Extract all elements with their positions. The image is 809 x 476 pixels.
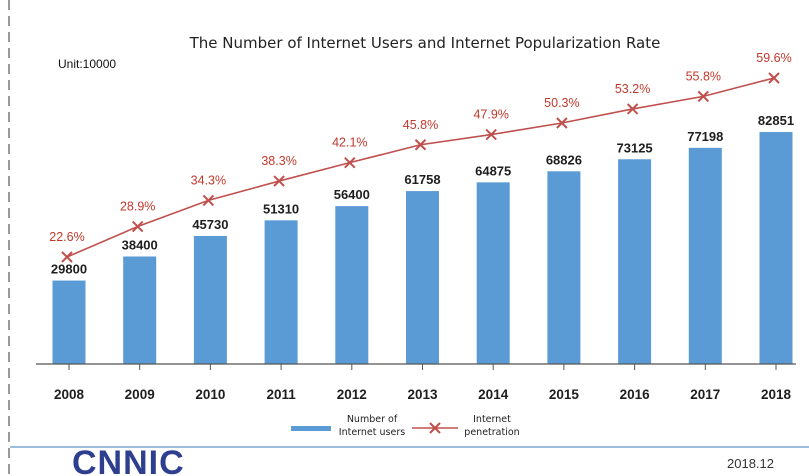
legend-users-swatch <box>291 426 331 431</box>
x-tick-label: 2013 <box>407 387 438 402</box>
rate-point-2009 <box>131 220 144 233</box>
bar-value-label: 73125 <box>617 140 653 155</box>
legend-users-line2: Internet users <box>339 427 405 438</box>
rate-point-2015 <box>556 117 568 129</box>
rate-value-label: 38.3% <box>261 154 296 168</box>
rate-point-2017 <box>697 90 710 103</box>
bar-value-label: 29800 <box>51 262 87 277</box>
x-tick-label: 2008 <box>54 387 85 402</box>
x-tick-label: 2015 <box>549 387 580 402</box>
rate-value-label: 22.6% <box>49 230 84 244</box>
bar-value-label: 82851 <box>758 113 794 128</box>
rate-value-label: 28.9% <box>120 200 155 214</box>
legend-rate-marker <box>429 422 441 434</box>
bar-value-label: 68826 <box>546 152 582 167</box>
x-ticks-layer <box>68 364 777 370</box>
bar-2017 <box>688 147 722 364</box>
x-tick-label: 2014 <box>478 387 509 402</box>
legend-rate-line1: Internet <box>473 414 511 425</box>
x-tick-label: 2010 <box>195 387 225 402</box>
rate-point-2010 <box>202 194 215 207</box>
rate-value-label: 55.8% <box>686 69 721 83</box>
rate-point-2011 <box>273 175 285 187</box>
x-tick-label: 2009 <box>125 387 155 402</box>
unit-label: Unit:10000 <box>58 57 116 71</box>
bar-2014 <box>476 182 510 364</box>
rate-point-2013 <box>414 139 427 151</box>
bar-2010 <box>193 235 227 364</box>
bar-2011 <box>264 220 298 364</box>
bar-value-label: 64875 <box>475 163 511 178</box>
rate-labels-layer: 22.6% 28.9% 34.3% 38.3% 42.1% 45.8% 47.9% 50.3%… <box>49 51 791 244</box>
bar-2016 <box>618 159 652 364</box>
x-tick-label: 2017 <box>690 387 720 402</box>
bar-value-label: 61758 <box>404 172 440 187</box>
x-tick-label: 2012 <box>337 387 367 402</box>
bar-2015 <box>547 171 581 364</box>
bar-2018 <box>759 132 793 364</box>
bar-value-label: 51310 <box>263 201 299 216</box>
rate-value-label: 50.3% <box>544 96 579 110</box>
rate-point-2012 <box>344 156 356 169</box>
rate-value-label: 59.6% <box>756 51 791 65</box>
x-tick-label: 2016 <box>620 387 651 402</box>
bar-value-label: 56400 <box>334 187 370 202</box>
rate-value-label: 42.1% <box>332 136 367 150</box>
x-tick-label: 2018 <box>761 387 792 402</box>
bar-2008 <box>52 280 86 364</box>
x-tick-labels-layer: 2008 2009 2010 2011 2012 2013 2014 2015 2016 2017… <box>54 387 792 402</box>
chart-title: The Number of Internet Users and Interne… <box>189 34 661 52</box>
rate-value-label: 34.3% <box>191 173 226 187</box>
bar-value-label: 38400 <box>122 237 158 252</box>
bar-2012 <box>335 206 369 364</box>
rate-point-2018 <box>768 72 780 84</box>
bar-labels-layer: 29800 38400 45730 51310 56400 61758 64875 68826… <box>51 113 794 277</box>
bar-2013 <box>406 191 439 364</box>
legend: Number of Internet users Internet penetr… <box>291 414 520 438</box>
rate-line-layer <box>61 72 780 263</box>
bars-layer <box>52 132 793 364</box>
cnnic-logo: CNNIC <box>72 444 185 476</box>
legend-rate-line2: penetration <box>464 427 519 438</box>
bar-value-label: 77198 <box>687 129 723 144</box>
rate-value-label: 45.8% <box>403 118 438 132</box>
x-tick-label: 2011 <box>266 387 296 402</box>
rate-value-label: 53.2% <box>615 82 650 96</box>
bar-value-label: 45730 <box>192 217 228 232</box>
legend-users-line1: Number of <box>347 414 398 425</box>
rate-point-2016 <box>626 103 639 115</box>
footer-date: 2018.12 <box>727 456 774 471</box>
rate-point-2008 <box>61 251 73 263</box>
rate-value-label: 47.9% <box>473 108 508 122</box>
bar-2009 <box>123 256 157 364</box>
rate-point-2014 <box>485 128 497 141</box>
